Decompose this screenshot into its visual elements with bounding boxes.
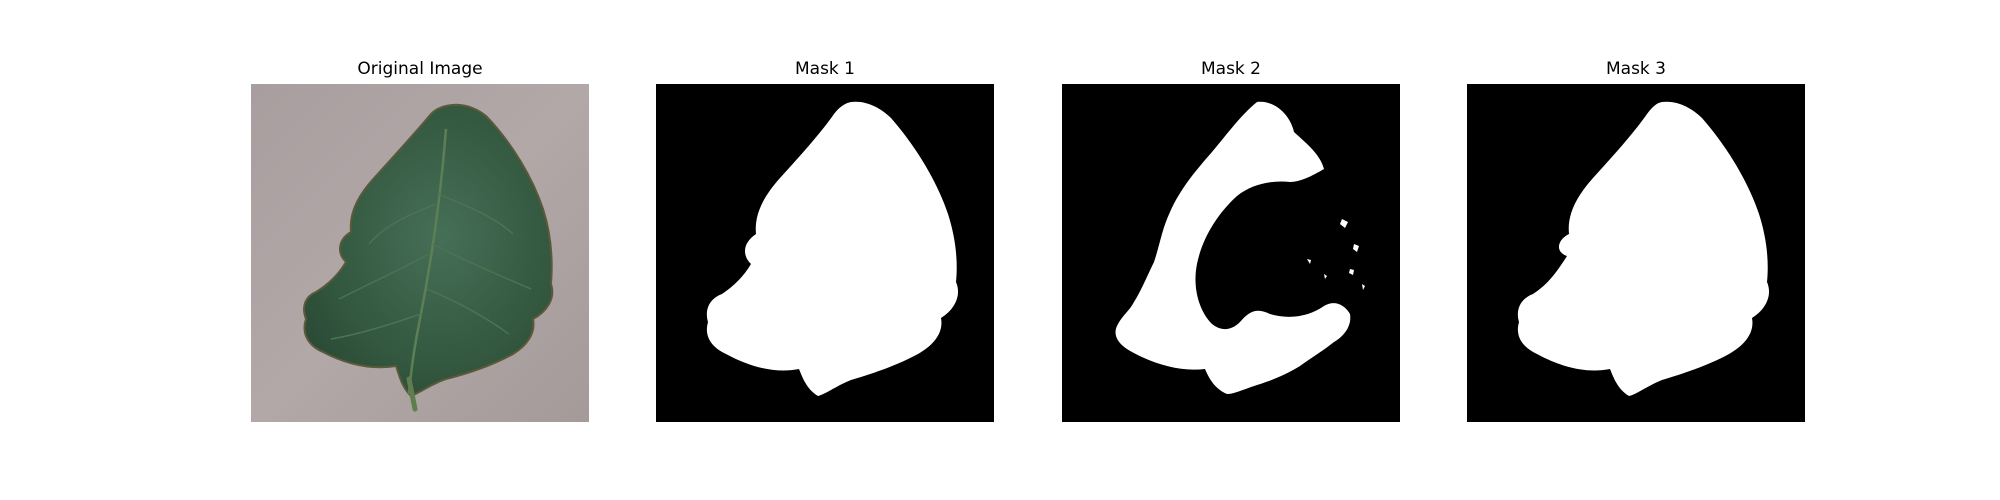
mask-region	[706, 101, 959, 397]
mask-region	[1517, 101, 1770, 397]
panel-title: Mask 1	[794, 59, 855, 79]
leaf-photo	[251, 84, 589, 422]
panel-title: Mask 2	[1200, 59, 1261, 79]
mask-2-image	[1062, 84, 1400, 422]
leaf-midrib	[407, 128, 448, 395]
leaf-stem	[406, 376, 418, 412]
mask-1-image	[656, 84, 994, 422]
panel-title: Original Image	[357, 59, 483, 79]
mask-region	[1115, 101, 1351, 395]
mask-3-image	[1467, 84, 1805, 422]
mask-speckle	[1307, 219, 1365, 290]
panel-title: Mask 3	[1605, 59, 1666, 79]
leaf	[303, 103, 554, 398]
leaf-vein	[330, 193, 532, 340]
